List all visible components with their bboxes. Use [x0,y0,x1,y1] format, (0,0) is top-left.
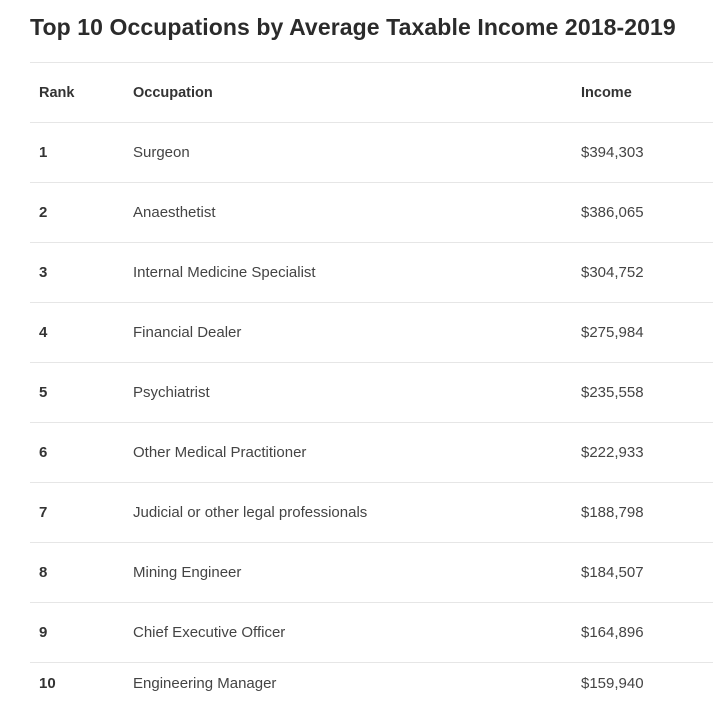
rank-cell: 6 [30,423,124,483]
page-title: Top 10 Occupations by Average Taxable In… [30,14,676,41]
occupation-cell: Judicial or other legal professionals [124,483,572,543]
income-cell: $235,558 [572,363,713,423]
occupation-cell: Chief Executive Officer [124,603,572,663]
column-header-income: Income [572,63,713,123]
column-header-rank: Rank [30,63,124,123]
rank-cell: 3 [30,243,124,303]
occupation-cell: Other Medical Practitioner [124,423,572,483]
header-row: Rank Occupation Income [30,63,713,123]
column-header-occupation: Occupation [124,63,572,123]
income-cell: $222,933 [572,423,713,483]
income-cell: $188,798 [572,483,713,543]
rank-cell: 1 [30,123,124,183]
income-cell: $184,507 [572,543,713,603]
occupation-cell: Surgeon [124,123,572,183]
rank-cell: 8 [30,543,124,603]
income-cell: $304,752 [572,243,713,303]
occupation-cell: Anaesthetist [124,183,572,243]
occupation-cell: Psychiatrist [124,363,572,423]
rank-cell: 4 [30,303,124,363]
rank-cell: 9 [30,603,124,663]
income-cell: $164,896 [572,603,713,663]
rank-cell: 10 [30,663,124,720]
table-header: Rank Occupation Income [30,63,713,123]
income-cell: $159,940 [572,663,713,720]
rank-cell: 7 [30,483,124,543]
rank-cell: 5 [30,363,124,423]
income-cell: $386,065 [572,183,713,243]
occupation-cell: Financial Dealer [124,303,572,363]
occupation-cell: Internal Medicine Specialist [124,243,572,303]
occupation-cell: Mining Engineer [124,543,572,603]
occupation-cell: Engineering Manager [124,663,572,720]
income-cell: $275,984 [572,303,713,363]
rank-cell: 2 [30,183,124,243]
income-cell: $394,303 [572,123,713,183]
